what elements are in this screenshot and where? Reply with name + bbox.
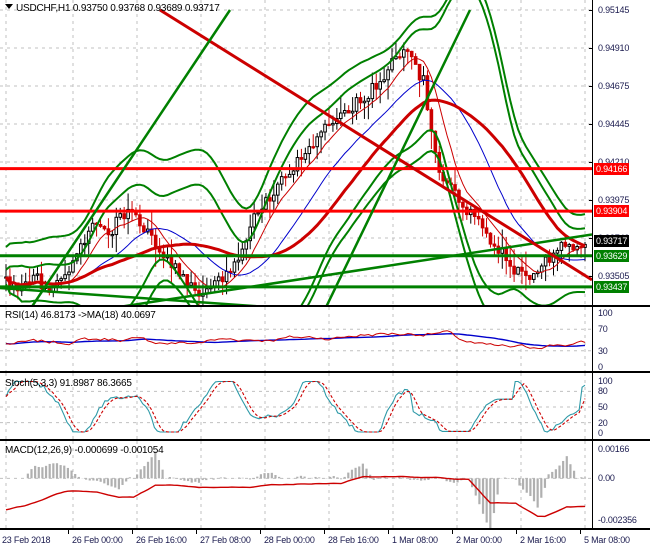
stochastic-label: Stoch(5,3,3) 91.8987 86.3665 [5,378,132,389]
rsi-tick-label: 0 [598,362,603,372]
time-tick-label: 1 Mar 08:00 [392,535,438,545]
time-tick-label: 27 Feb 08:00 [200,535,251,545]
stochastic-tick-label: 20 [598,417,608,428]
rsi-plot-area[interactable] [0,307,592,371]
price-axis[interactable]: 0.95145 0.94910 0.94675 0.94445 0.94210 0.939… [589,0,650,305]
symbol-ohlc-text: USDCHF,H1 0.93750 0.93768 0.93689 0.9371… [16,3,220,14]
price-tick-label: 0.95145 [598,5,630,15]
price-svg [0,0,592,305]
symbol-header[interactable]: USDCHF,H1 0.93750 0.93768 0.93689 0.9371… [5,3,220,14]
time-tick [324,530,325,534]
price-tick-label: 0.93505 [598,271,630,281]
price-tick [589,48,593,49]
time-axis[interactable]: 23 Feb 2018 26 Feb 00:00 26 Feb 16:00 27 Fe… [0,529,650,550]
macd-tick-label: -0.002356 [598,515,637,525]
macd-tick-label: 0.00166 [598,444,630,454]
time-tick-label: 28 Feb 00:00 [264,535,315,545]
time-tick-label: 23 Feb 2018 [2,535,51,545]
price-tick [589,276,593,277]
time-tick [580,530,581,534]
price-tick-label: 0.94675 [598,81,630,91]
price-tick [589,10,593,11]
time-tick [196,530,197,534]
time-tick-label: 26 Feb 16:00 [136,535,187,545]
macd-label: MACD(12,26,9) -0.000699 -0.001054 [5,445,164,456]
price-tick [589,124,593,125]
stochastic-tick-label: 80 [598,386,608,397]
triangle-down-icon[interactable] [5,4,13,9]
time-tick-label: 2 Mar 00:00 [456,535,502,545]
price-chart-panel[interactable]: USDCHF,H1 0.93750 0.93768 0.93689 0.9371… [0,0,650,306]
stochastic-svg [0,373,592,439]
macd-panel[interactable]: MACD(12,26,9) -0.000699 -0.001054 0.0016… [0,440,650,529]
stochastic-tick-label: 100 [598,376,613,386]
time-tick-label: 2 Mar 16:00 [520,535,566,545]
price-tick-label: 0.93975 [598,195,630,205]
time-tick [132,530,133,534]
rsi-axis: 100 70 30 0 [592,307,650,371]
rsi-svg [0,307,592,371]
stochastic-panel[interactable]: Stoch(5,3,3) 91.8987 86.3665 100 80 50 20 0 [0,372,650,440]
rsi-tick-label: 100 [598,308,613,318]
macd-plot-area[interactable] [0,441,592,528]
current-price[interactable]: 0.93717 [594,235,630,248]
resistance-level-2[interactable]: 0.93904 [594,205,630,218]
stochastic-axis: 100 80 50 20 0 [592,373,650,439]
time-tick-label: 5 Mar 08:00 [584,535,630,545]
macd-svg [0,441,592,528]
rsi-panel[interactable]: RSI(14) 46.8173 ->MA(18) 40.0697 100 70 30… [0,306,650,372]
rsi-tick-label: 30 [598,345,608,356]
price-tick-label: 0.94445 [598,119,630,129]
macd-tick-label: 0.00 [598,473,615,484]
support-level-1[interactable]: 0.93629 [594,249,630,262]
price-tick-label: 0.94210 [598,157,629,167]
rsi-label: RSI(14) 46.8173 ->MA(18) 40.0697 [5,310,156,321]
stochastic-tick-label: 0 [598,428,603,438]
price-tick [589,200,593,201]
stochastic-tick-label: 50 [598,402,608,412]
price-tick [589,162,593,163]
time-tick [516,530,517,534]
resistance-level-1[interactable]: 0.94166 [594,162,630,175]
price-tick-label: 0.94910 [598,43,630,53]
time-tick [452,530,453,534]
price-plot-area[interactable] [0,0,592,305]
time-tick-label: 28 Feb 16:00 [328,535,379,545]
time-tick [388,530,389,534]
stochastic-plot-area[interactable] [0,373,592,439]
rsi-tick-label: 70 [598,324,608,335]
time-tick [68,530,69,534]
price-tick [589,238,593,239]
price-tick [589,86,593,87]
macd-axis: 0.00166 0.00 -0.002356 [592,441,650,528]
support-level-2[interactable]: 0.93437 [594,280,630,293]
time-tick [260,530,261,534]
time-tick-label: 26 Feb 00:00 [72,535,123,545]
